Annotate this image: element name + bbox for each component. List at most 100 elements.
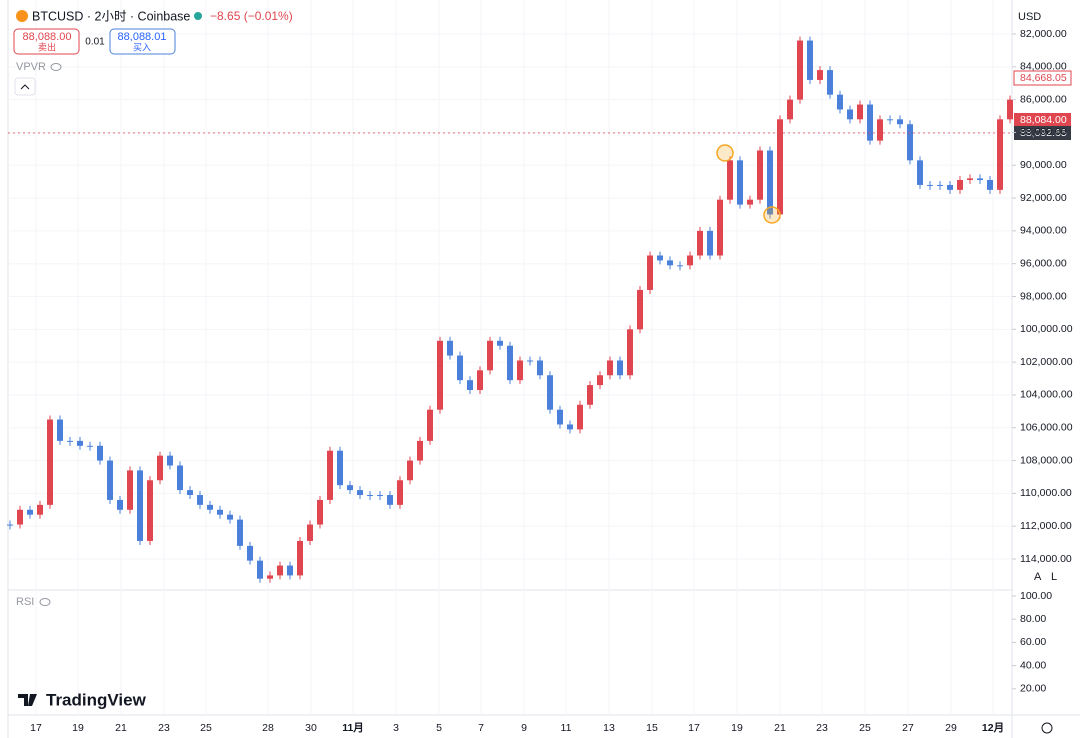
candle xyxy=(517,360,523,381)
candle xyxy=(727,160,733,200)
candle xyxy=(247,545,253,561)
candle xyxy=(367,495,373,497)
y-tick-label: 100.00 xyxy=(1020,590,1052,602)
candle xyxy=(497,340,503,346)
x-tick-label: 27 xyxy=(902,722,914,734)
candle xyxy=(257,560,263,579)
x-tick-label: 23 xyxy=(816,722,828,734)
candle xyxy=(847,109,853,120)
candle xyxy=(607,360,613,376)
brand-logo xyxy=(18,694,37,706)
candle xyxy=(797,40,803,100)
x-tick-label: 17 xyxy=(30,722,42,734)
y-tick-label: 98,000.00 xyxy=(1020,290,1067,302)
candle xyxy=(47,419,53,505)
eye-icon[interactable] xyxy=(39,598,51,606)
sell-button[interactable] xyxy=(13,28,80,55)
candle xyxy=(757,150,763,200)
spread: 0.01 xyxy=(85,37,105,48)
candle xyxy=(407,460,413,481)
settings-icon[interactable] xyxy=(1041,722,1053,734)
candle xyxy=(677,265,683,267)
y-tick-label: 108,000.00 xyxy=(1020,454,1073,466)
candle xyxy=(717,199,723,256)
candle xyxy=(547,375,553,410)
indicator: VPVR xyxy=(16,61,46,73)
scale-button[interactable]: L xyxy=(1051,571,1057,583)
candle xyxy=(357,490,363,496)
candle xyxy=(957,180,963,190)
candle xyxy=(947,184,953,190)
candle xyxy=(387,495,393,505)
candle xyxy=(147,480,153,541)
candle xyxy=(807,40,813,80)
buy-price: 88,088.01 xyxy=(118,31,167,43)
candle xyxy=(737,160,743,205)
x-tick-label: 15 xyxy=(646,722,658,734)
candle xyxy=(867,104,873,141)
scale-button[interactable]: A xyxy=(1034,571,1042,583)
candle xyxy=(77,440,83,446)
x-tick-label: 12月 xyxy=(982,722,1004,734)
candle xyxy=(897,119,903,125)
y-tick-label: 114,000.00 xyxy=(1020,553,1072,565)
candle xyxy=(907,124,913,161)
marker xyxy=(763,206,781,224)
buy-label: 买入 xyxy=(133,42,151,52)
y-tick-label: 112,000.00 xyxy=(1020,520,1072,532)
buy-button[interactable] xyxy=(109,28,176,55)
y-tick-label: 40.00 xyxy=(1020,659,1046,671)
candle xyxy=(467,380,473,391)
candle xyxy=(307,524,313,541)
currency[interactable]: USD xyxy=(1018,11,1041,23)
y-tick-label: 102,000.00 xyxy=(1020,356,1073,368)
candle xyxy=(447,340,453,356)
status-dot xyxy=(194,12,202,20)
candle xyxy=(67,440,73,442)
price-label: 88,092.65 xyxy=(1020,127,1067,139)
x-tick-label: 21 xyxy=(774,722,786,734)
candle xyxy=(317,499,323,525)
candle xyxy=(7,524,13,526)
price-label: 84,668.05 xyxy=(1020,72,1067,84)
candle xyxy=(937,184,943,186)
sell-price: 88,088.00 xyxy=(23,31,72,43)
eye-icon[interactable] xyxy=(50,63,62,71)
symbol: BTCUSD · 2小时 · Coinbase xyxy=(32,9,190,23)
y-tick-label: 88,000.00 xyxy=(1020,126,1067,138)
x-tick-label: 9 xyxy=(521,722,527,734)
candle xyxy=(347,485,353,491)
candle xyxy=(137,470,143,541)
candle xyxy=(537,360,543,376)
y-tick-label: 84,000.00 xyxy=(1020,61,1067,73)
candle xyxy=(157,455,163,481)
candle xyxy=(277,565,283,576)
candle xyxy=(87,445,93,447)
y-tick-label: 80.00 xyxy=(1020,613,1046,625)
candle xyxy=(597,375,603,386)
price-label: 88,084.00 xyxy=(1020,114,1067,126)
candle xyxy=(107,460,113,500)
candle xyxy=(297,540,303,576)
candle xyxy=(987,180,993,190)
candle xyxy=(177,465,183,491)
y-tick-label: 110,000.00 xyxy=(1020,487,1072,499)
chevron xyxy=(20,84,30,90)
x-tick-label: 3 xyxy=(393,722,399,734)
candle xyxy=(667,260,673,266)
brand: TradingView xyxy=(46,690,147,709)
candle xyxy=(767,150,773,215)
y-tick-label: 20.00 xyxy=(1020,683,1046,695)
x-tick-label: 5 xyxy=(436,722,442,734)
candle xyxy=(557,409,563,425)
candle xyxy=(217,509,223,515)
candle xyxy=(687,255,693,266)
x-tick-label: 25 xyxy=(200,722,212,734)
candle xyxy=(57,419,63,441)
x-tick-label: 19 xyxy=(72,722,84,734)
candle xyxy=(857,104,863,120)
candle xyxy=(627,329,633,376)
candle xyxy=(507,345,513,381)
collapse-button[interactable] xyxy=(14,77,36,96)
